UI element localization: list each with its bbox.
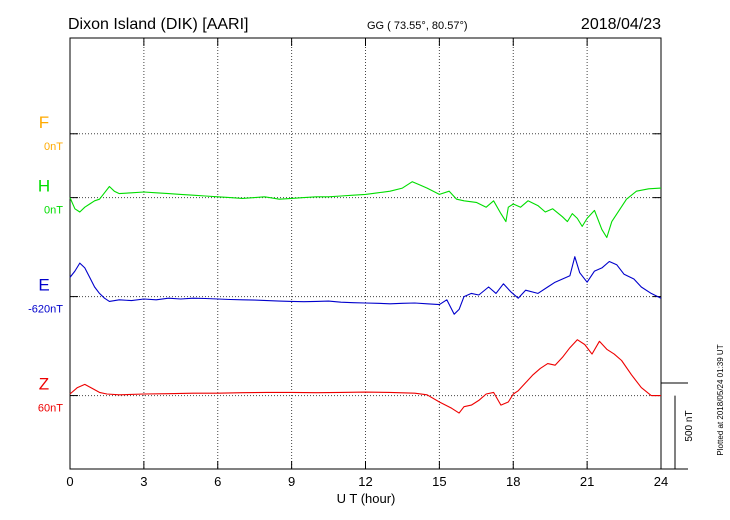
series-name-F: F bbox=[39, 113, 49, 132]
series-line-H bbox=[69, 181, 662, 239]
series-lines bbox=[69, 181, 662, 414]
x-tick-label: 21 bbox=[580, 474, 594, 489]
series-line-E bbox=[69, 256, 662, 315]
x-tick-label: 0 bbox=[66, 474, 73, 489]
x-axis: 0 3 6 9 12 15 18 21 24 bbox=[66, 38, 668, 489]
scale-bar-label: 500 nT bbox=[684, 410, 695, 441]
series-baseline-E: -620nT bbox=[28, 304, 63, 316]
x-tick-label: 12 bbox=[358, 474, 372, 489]
x-tick-label: 6 bbox=[214, 474, 221, 489]
series-name-H: H bbox=[38, 177, 50, 196]
x-tick-label: 18 bbox=[506, 474, 520, 489]
x-tick-label: 3 bbox=[140, 474, 147, 489]
x-axis-label: U T (hour) bbox=[337, 491, 396, 506]
series-baseline-F: 0nT bbox=[44, 141, 63, 153]
plotted-at-note: Plotted at 2018/05/24 01:39 UT bbox=[716, 344, 725, 455]
station-coordinates: GG ( 73.55°, 80.57°) bbox=[367, 20, 468, 32]
series-line-Z bbox=[69, 339, 661, 414]
x-tick-label: 24 bbox=[654, 474, 668, 489]
baselines bbox=[70, 133, 661, 397]
series-baseline-H: 0nT bbox=[44, 205, 63, 217]
chart-date: 2018/04/23 bbox=[581, 16, 661, 33]
chart-title: Dixon Island (DIK) [AARI] bbox=[68, 16, 249, 33]
series-name-E: E bbox=[38, 276, 49, 295]
x-tick-label: 15 bbox=[432, 474, 446, 489]
series-name-Z: Z bbox=[39, 375, 49, 394]
grid bbox=[143, 38, 588, 469]
scale-bar: 500 nT bbox=[661, 382, 695, 470]
series-baseline-Z: 60nT bbox=[38, 403, 63, 415]
x-tick-label: 9 bbox=[288, 474, 295, 489]
series-labels: F 0nT H 0nT E -620nT Z 60nT bbox=[28, 113, 63, 415]
